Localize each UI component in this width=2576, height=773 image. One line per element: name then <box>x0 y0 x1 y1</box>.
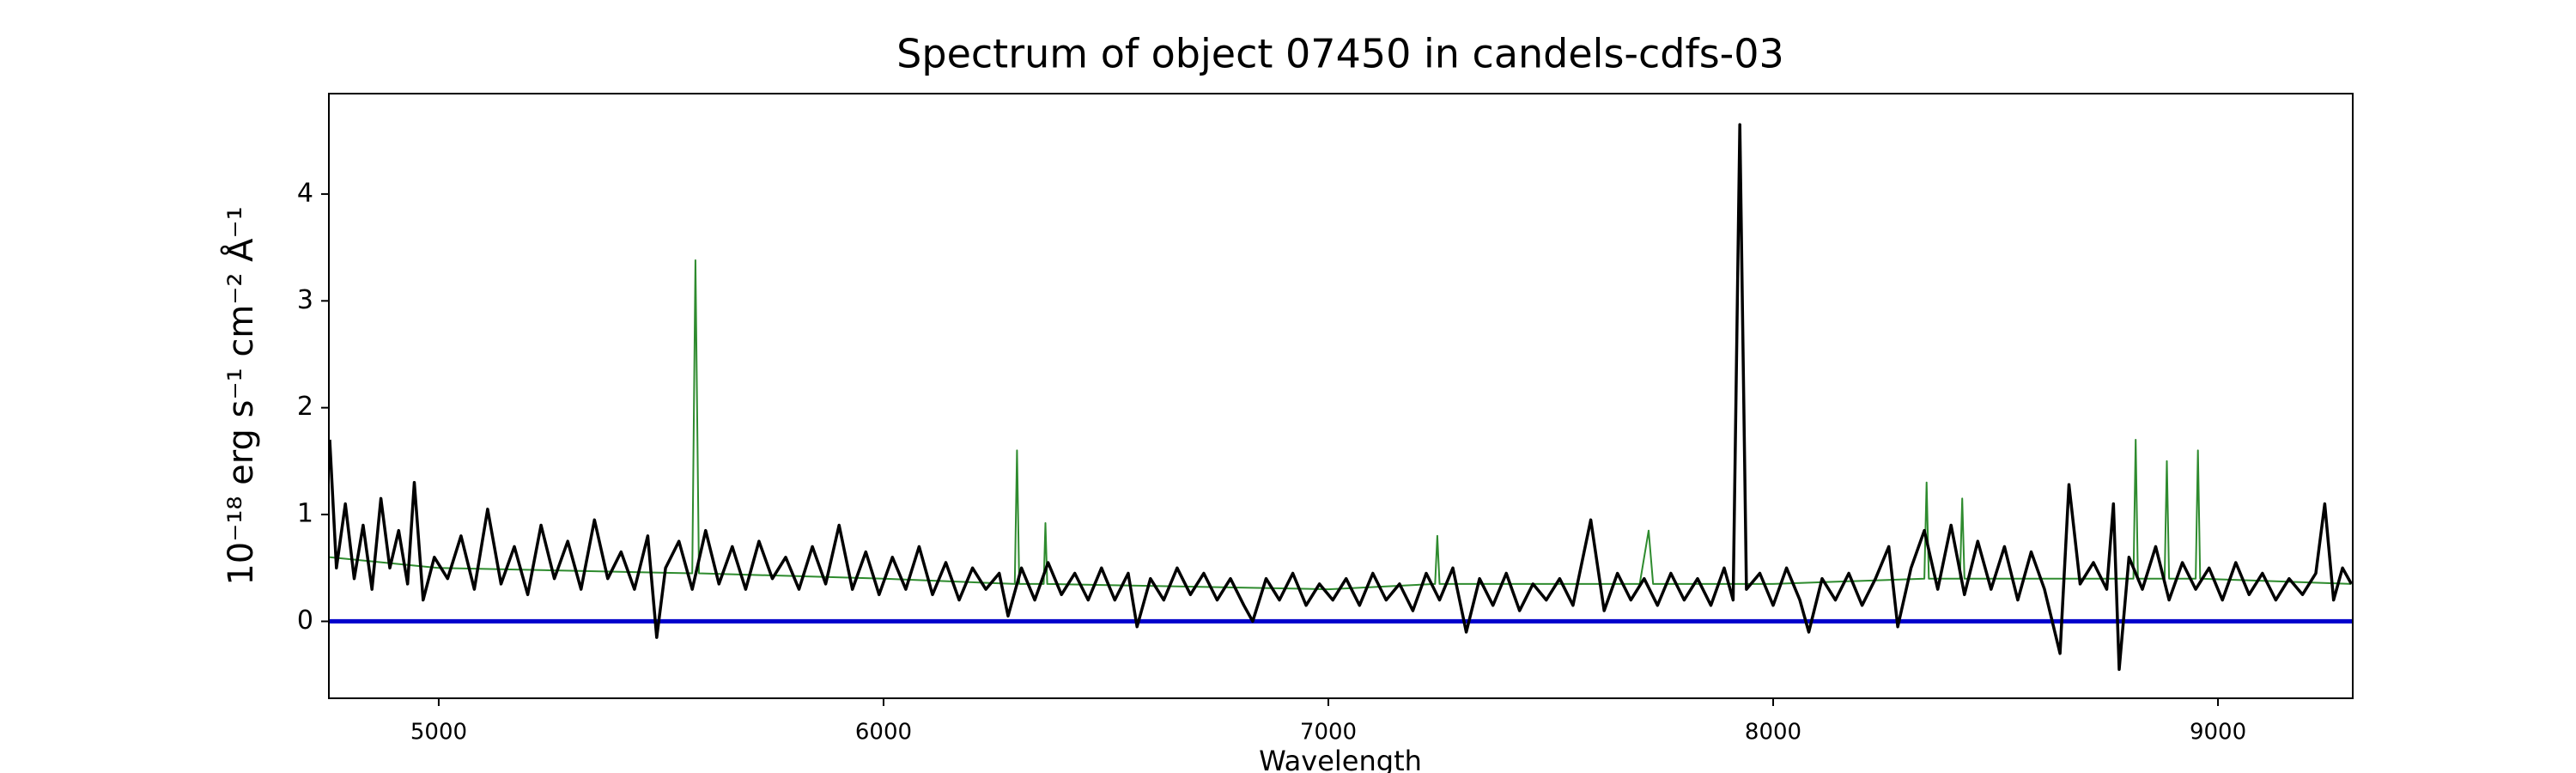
y-axis-label: 10⁻¹⁸ erg s⁻¹ cm⁻² Å⁻¹ <box>220 206 261 585</box>
x-tick-label: 9000 <box>2190 720 2246 746</box>
plot-frame <box>328 93 2354 699</box>
y-tick-label: 1 <box>297 499 313 529</box>
x-tick-label: 5000 <box>410 720 467 746</box>
x-tick-label: 6000 <box>855 720 912 746</box>
chart-title: Spectrum of object 07450 in candels-cdfs… <box>896 31 1784 77</box>
y-tick-label: 2 <box>297 392 313 422</box>
y-tick-label: 3 <box>297 285 313 315</box>
x-tick-label: 8000 <box>1745 720 1801 746</box>
x-axis-label: Wavelength <box>1259 745 1422 773</box>
y-tick-label: 4 <box>297 178 313 208</box>
y-tick-label: 0 <box>297 606 313 636</box>
x-tick-label: 7000 <box>1300 720 1357 746</box>
spectrum-line <box>329 123 2353 672</box>
spectrum-line <box>329 259 2352 591</box>
